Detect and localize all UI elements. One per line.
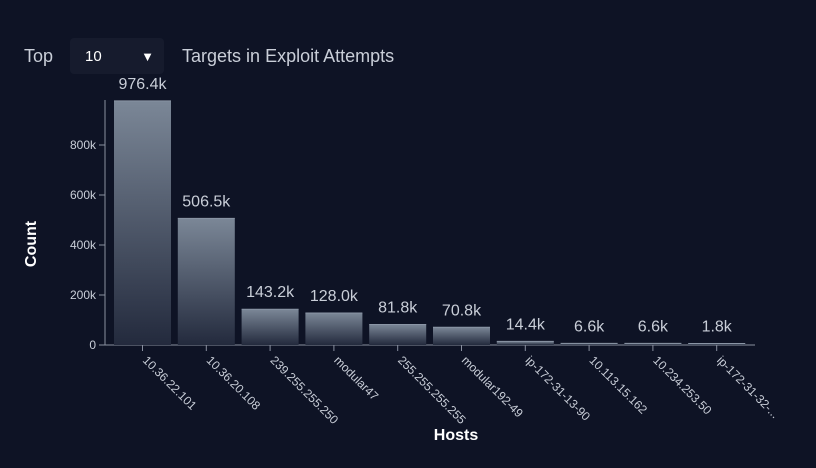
x-tick-label: ip-172-31-13-90 bbox=[523, 353, 594, 424]
bar-value-label: 70.8k bbox=[442, 302, 482, 319]
bar bbox=[433, 327, 490, 345]
chart-title: Targets in Exploit Attempts bbox=[182, 45, 395, 66]
bar-value-label: 6.6k bbox=[638, 318, 669, 335]
y-tick-label: 0 bbox=[89, 338, 96, 352]
bar-value-label: 976.4k bbox=[118, 76, 167, 93]
x-tick-label: modular192-49 bbox=[459, 353, 526, 420]
bar-value-label: 506.5k bbox=[182, 193, 231, 210]
bar bbox=[369, 324, 427, 345]
bar-value-label: 14.4k bbox=[506, 316, 546, 333]
x-tick-label: 10.36.20.108 bbox=[204, 353, 264, 413]
top-n-value: 10 bbox=[85, 47, 102, 65]
bar bbox=[688, 343, 746, 345]
x-tick-label: 10.113.15.162 bbox=[586, 353, 650, 417]
y-tick-label: 600k bbox=[70, 188, 97, 202]
top-n-select[interactable]: 10 ▼ bbox=[70, 38, 165, 74]
top-label: Top bbox=[24, 45, 54, 66]
x-axis: 10.36.22.101 10.36.20.108 239.255.255.250m… bbox=[105, 344, 782, 427]
bar bbox=[114, 100, 171, 346]
y-tick-label: 400k bbox=[70, 238, 97, 252]
chart-header: Top 10 ▼ Targets in Exploit Attempts bbox=[24, 38, 394, 74]
bar-value-label: 81.8k bbox=[378, 300, 418, 317]
bar bbox=[241, 309, 299, 345]
y-axis: 0 200k 400k 600k 800k bbox=[70, 100, 106, 352]
x-tick-label: modular47 bbox=[331, 353, 381, 403]
x-tick-label: 255.255.255.255 bbox=[395, 353, 469, 427]
bar bbox=[305, 313, 363, 345]
bar bbox=[624, 343, 682, 345]
x-tick-label: 239.255.255.250 bbox=[267, 353, 341, 427]
bar bbox=[560, 343, 618, 345]
bar bbox=[177, 218, 235, 345]
bars: 976.4k 506.5k 143.2k 128.0k 81.8k 70.8k 14.4k 6… bbox=[114, 76, 746, 346]
x-tick-label: 10.36.22.101 bbox=[140, 353, 200, 413]
y-axis-label: Count bbox=[23, 220, 40, 267]
bar-value-label: 128.0k bbox=[310, 288, 359, 305]
x-axis-label: Hosts bbox=[434, 427, 479, 444]
y-tick-label: 200k bbox=[70, 288, 97, 302]
y-tick-label: 800k bbox=[70, 138, 97, 152]
bar-value-label: 143.2k bbox=[246, 284, 295, 301]
bar-value-label: 1.8k bbox=[702, 319, 733, 336]
x-tick-label: 10.234.253.50 bbox=[650, 353, 714, 417]
chevron-down-icon: ▼ bbox=[141, 48, 155, 64]
bar bbox=[496, 341, 554, 345]
x-tick-label: ip-172-31-32-... bbox=[714, 353, 782, 421]
bar-value-label: 6.6k bbox=[574, 318, 605, 335]
